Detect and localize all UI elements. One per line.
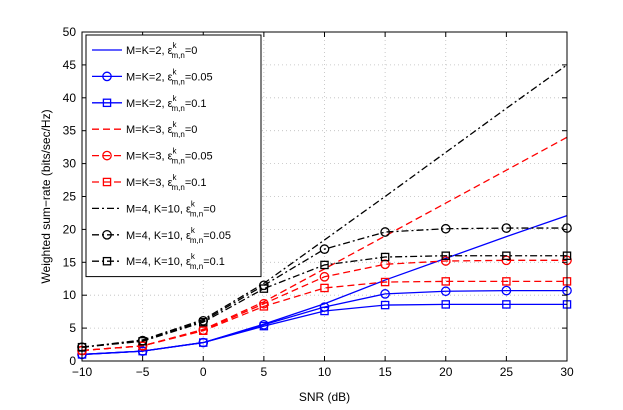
series-7 [81,64,568,348]
y-tick-label: 15 [63,255,77,269]
x-tick-label: 5 [261,365,268,379]
data-point-square [138,341,147,351]
legend-label: M=K=3, εk m,n=0 [126,120,197,139]
legend-entry: M=K=3, εk m,n=0.05 [92,147,213,166]
legend-label: M=K=2, εk m,n=0.1 [126,94,207,113]
y-tick-label: 0 [69,354,76,368]
y-tick-label: 10 [63,288,77,302]
legend-entry: M=K=3, εk m,n=0.1 [92,173,207,192]
y-tick-label: 30 [63,157,77,171]
y-tick-label: 25 [63,190,77,204]
data-point-square [259,284,269,293]
data-point-square [138,346,147,356]
x-tick-label: 15 [378,365,392,379]
data-point-square [259,302,269,311]
legend-label: M=K=3, εk m,n=0.05 [126,147,213,166]
data-point-square [441,251,450,260]
data-point-circle [380,289,390,299]
data-point-square [320,260,329,270]
y-tick-label: 20 [63,222,77,236]
x-tick-label: 0 [200,365,207,379]
series-line [81,227,567,348]
legend-entry: M=4, K=10, εk m,n=0.05 [92,226,231,245]
legend-label: M=K=2, εk m,n=0.05 [126,67,213,86]
y-tick-label: 45 [63,58,77,72]
data-point-square [502,277,511,286]
y-tick-label: 50 [63,25,77,39]
series-line [81,280,567,352]
series-line [81,303,567,356]
legend-label: M=4, K=10, εk m,n=0.1 [126,252,225,271]
series-layer [77,64,572,360]
series-line [81,64,568,348]
data-point-circle [380,227,390,237]
data-point-square [320,283,329,293]
data-point-square [502,251,511,260]
data-point-circle [102,150,112,161]
y-axis-label: Weighted sum−rate (bits/sec/Hz) [39,109,53,283]
data-point-square [102,98,112,108]
series-line [81,255,567,348]
ticks: −10 −5 0 5 10 15 20 25 30 0 5 10 15 20 25 30 35 40 45 50 [63,25,574,379]
x-tick-label: 10 [318,365,332,379]
data-point-square [380,300,390,310]
data-point-square [198,338,208,347]
data-point-square [441,277,450,286]
data-point-circle [102,229,112,240]
x-tick-label: 20 [439,365,453,379]
x-tick-label: −5 [136,365,150,379]
data-point-square [441,300,450,309]
data-point-square [380,277,390,287]
data-point-square [380,252,390,262]
data-point-circle [319,244,330,254]
legend-entry: M=K=3, εk m,n=0 [92,120,197,139]
x-tick-label: −10 [72,365,93,379]
data-point-square [198,317,208,327]
legend-entry: M=K=2, εk m,n=0.1 [92,94,207,113]
y-tick-label: 40 [63,91,77,105]
x-tick-label: 30 [560,365,574,379]
data-point-circle [440,286,451,297]
data-point-square [102,177,112,187]
legend: M=K=2, εk m,n=0 M=K=2, εk m,n=0.05 M=K=2, εk… [85,34,262,278]
data-point-square [102,256,112,266]
legend-label: M=K=3, εk m,n=0.1 [126,173,207,192]
data-point-circle [440,223,451,234]
data-point-square [320,306,329,316]
data-point-circle [319,271,330,282]
data-point-circle [440,256,451,266]
legend-label: M=4, K=10, εk m,n=0.05 [126,226,231,245]
legend-entry: M=4, K=10, εk m,n=0.1 [92,252,225,271]
y-tick-label: 35 [63,124,77,138]
x-tick-label: 25 [500,365,514,379]
data-point-circle [501,285,512,296]
data-point-square [138,337,147,346]
legend-entry: M=K=2, εk m,n=0 [92,41,197,60]
y-tick-label: 5 [69,321,76,335]
x-axis-label: SNR (dB) [299,390,350,404]
legend-label: M=K=2, εk m,n=0 [126,41,197,60]
legend-label: M=4, K=10, εk m,n=0 [126,199,216,218]
legend-entry: M=4, K=10, εk m,n=0 [92,199,216,218]
data-point-square [502,300,511,309]
data-point-square [259,321,269,331]
data-point-circle [501,223,512,233]
data-point-circle [102,71,112,82]
data-point-square [198,326,208,335]
legend-entry: M=K=2, εk m,n=0.05 [92,67,213,86]
